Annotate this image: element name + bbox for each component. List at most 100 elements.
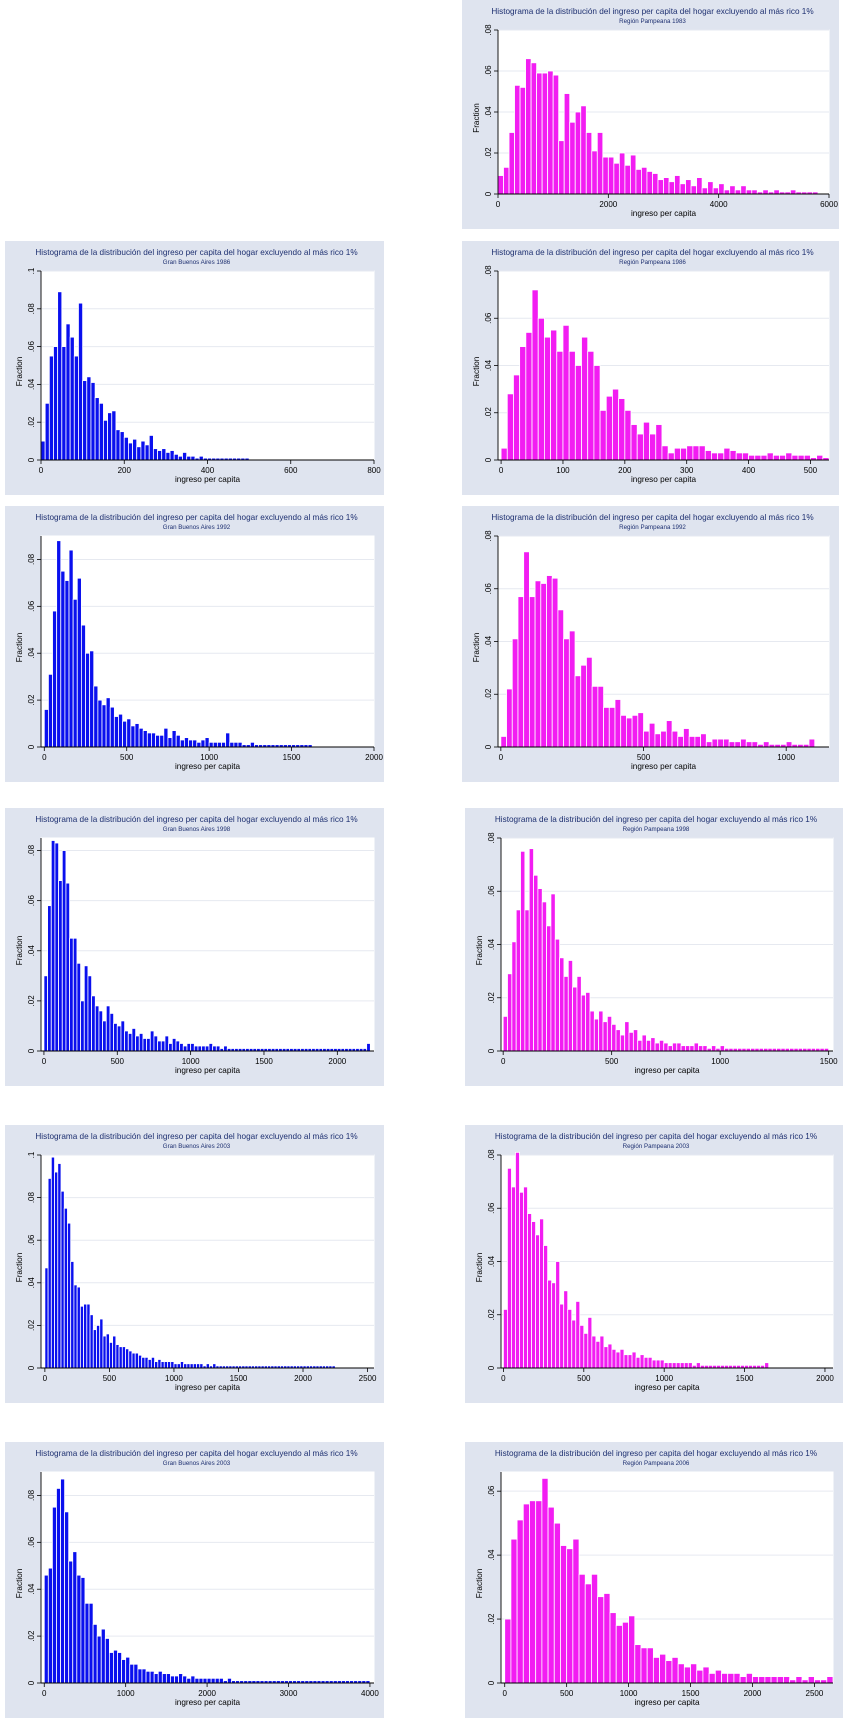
histogram-chart: Histograma de la distribución del ingres… <box>475 1449 834 1707</box>
histogram-bar <box>683 1362 689 1369</box>
x-tick-label: 1500 <box>283 753 301 762</box>
histogram-bar <box>149 1030 155 1052</box>
histogram-bar <box>98 1010 104 1052</box>
histogram-chart: Histograma de la distribución del ingres… <box>15 513 383 771</box>
histogram-bar <box>537 317 545 461</box>
chart-subtitle: Región Pampeana 1998 <box>623 826 690 833</box>
histogram-bar <box>511 638 519 748</box>
histogram-bar <box>671 1362 677 1369</box>
histogram-bar <box>634 1644 642 1684</box>
histogram-bar <box>550 893 556 1052</box>
histogram-bar <box>97 699 103 748</box>
x-tick-label: 0 <box>501 1374 506 1383</box>
histogram-bar <box>562 324 570 461</box>
histogram-bar <box>523 1186 528 1369</box>
histogram-bar <box>47 1178 52 1369</box>
histogram-bar <box>51 1506 57 1684</box>
histogram-bar <box>587 350 595 461</box>
histogram-bar <box>635 168 642 195</box>
histogram-bar <box>64 1511 70 1684</box>
chart-title: Histograma de la distribución del ingres… <box>35 248 357 257</box>
histogram-bar <box>789 1679 797 1684</box>
histogram-bar <box>197 1045 203 1052</box>
histogram-panel-pampeana-1992: Histograma de la distribución del ingres… <box>462 506 839 782</box>
histogram-bar <box>198 1677 204 1684</box>
histogram-bar <box>196 1363 201 1369</box>
histogram-bar <box>65 882 71 1052</box>
x-tick-label: 3000 <box>280 1689 298 1698</box>
x-tick-label: 500 <box>605 1057 619 1066</box>
histogram-bar <box>68 549 74 748</box>
y-tick-label: .04 <box>27 1277 36 1289</box>
histogram-bar <box>695 1362 701 1369</box>
histogram-bar <box>593 1018 600 1052</box>
histogram-bar <box>519 87 526 195</box>
histogram-bar <box>547 1279 553 1369</box>
histogram-bar <box>127 1033 133 1052</box>
histogram-bar <box>628 1615 636 1684</box>
histogram-bar <box>175 734 181 748</box>
histogram-bar <box>161 448 167 461</box>
histogram-bar <box>591 1335 597 1369</box>
histogram-bar <box>179 739 185 748</box>
histogram-bar <box>541 1477 549 1684</box>
histogram-bar <box>148 435 154 461</box>
histogram-bar <box>659 1359 665 1369</box>
histogram-bar <box>161 1673 167 1684</box>
histogram-bar <box>189 1363 194 1369</box>
histogram-bar <box>138 727 144 748</box>
histogram-bar <box>659 1653 667 1684</box>
histogram-bar <box>515 1151 520 1369</box>
histogram-bar <box>607 1343 613 1369</box>
histogram-bar <box>677 1663 685 1684</box>
histogram-bar <box>773 189 780 195</box>
histogram-chart: Histograma de la distribución del ingres… <box>15 248 381 484</box>
histogram-bar <box>748 454 756 461</box>
chart-title: Histograma de la distribución del ingres… <box>495 1132 817 1141</box>
histogram-bar <box>628 1031 634 1052</box>
histogram-bar <box>676 1042 682 1052</box>
histogram-bar <box>193 1045 199 1052</box>
histogram-bar <box>531 289 539 461</box>
histogram-bar <box>688 736 696 748</box>
y-tick-label: 0 <box>487 1680 496 1685</box>
histogram-bar <box>605 395 613 461</box>
histogram-bar <box>182 452 188 461</box>
histogram-bar <box>572 1538 580 1684</box>
y-tick-label: .08 <box>27 553 36 565</box>
histogram-bar <box>130 725 136 748</box>
y-axis-label: Fraction <box>15 356 24 386</box>
histogram-bar <box>233 741 239 748</box>
histogram-bar <box>44 402 50 461</box>
histogram-panel-pampeana-1983: Histograma de la distribución del ingres… <box>462 0 839 229</box>
chart-subtitle: Gran Buenos Aires 2003 <box>163 1460 231 1467</box>
histogram-bar <box>516 1519 524 1684</box>
histogram-bar <box>89 650 95 748</box>
x-tick-label: 0 <box>499 753 504 762</box>
x-tick-label: 0 <box>43 1374 48 1383</box>
histogram-bar <box>138 1354 143 1369</box>
histogram-bar <box>541 901 547 1052</box>
histogram-bar <box>752 1676 760 1684</box>
x-tick-label: 1000 <box>655 1374 673 1383</box>
histogram-bar <box>528 596 536 748</box>
histogram-bar <box>698 1045 704 1052</box>
y-tick-label: .02 <box>27 1319 36 1331</box>
histogram-bar <box>513 374 521 461</box>
histogram-bar <box>770 1676 778 1684</box>
histogram-bar <box>504 1618 512 1684</box>
histogram-bar <box>523 551 530 748</box>
chart-title: Histograma de la distribución del ingres… <box>35 513 357 522</box>
x-tick-label: 6000 <box>820 200 838 209</box>
histogram-bar <box>99 1318 104 1369</box>
histogram-bar <box>503 166 510 195</box>
histogram-bar <box>661 445 669 461</box>
histogram-bar <box>609 1612 617 1684</box>
histogram-bar <box>102 1020 107 1052</box>
histogram-bar <box>696 177 703 195</box>
histogram-bar <box>503 1309 508 1369</box>
chart-title: Histograma de la distribución del ingres… <box>491 248 813 257</box>
histogram-bar <box>155 734 161 748</box>
histogram-bar <box>589 1010 595 1052</box>
chart-title: Histograma de la distribución del ingres… <box>35 1449 357 1458</box>
